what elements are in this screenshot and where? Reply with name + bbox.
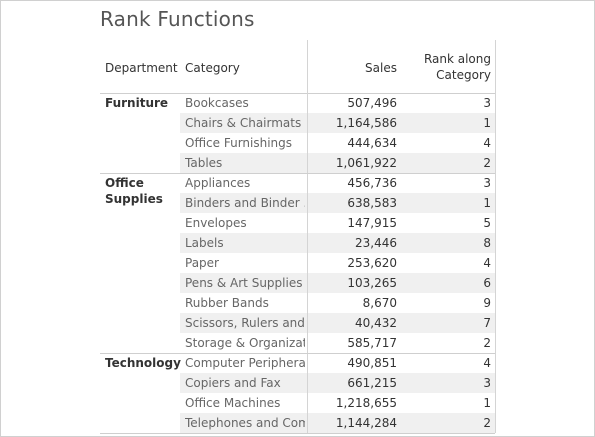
table-row[interactable]: Envelopes 147,915 5 (100, 213, 495, 233)
table-row[interactable]: Telephones and Com.. 1,144,284 2 (100, 413, 495, 433)
row-band (180, 373, 495, 393)
department-label-line: Technology (105, 356, 181, 370)
category-cell[interactable]: Pens & Art Supplies (185, 276, 303, 290)
sales-cell[interactable]: 103,265 (347, 276, 397, 290)
category-cell[interactable]: Envelopes (185, 216, 247, 230)
category-cell[interactable]: Storage & Organizat.. (185, 336, 305, 350)
row-band (180, 313, 495, 333)
department-label-line: Office (105, 176, 144, 190)
category-cell[interactable]: Tables (185, 156, 223, 170)
rank-cell[interactable]: 4 (483, 136, 491, 150)
sales-cell[interactable]: 1,218,655 (335, 396, 397, 410)
table-row[interactable]: Binders and Binder .. 638,583 1 (100, 193, 495, 213)
sales-cell[interactable]: 253,620 (347, 256, 397, 270)
rank-cell[interactable]: 1 (483, 116, 491, 130)
sales-cell[interactable]: 23,446 (355, 236, 397, 250)
rank-cell[interactable]: 1 (483, 196, 491, 210)
category-cell[interactable]: Appliances (185, 176, 251, 190)
sales-cell[interactable]: 1,061,922 (335, 156, 397, 170)
header-right-border (495, 40, 496, 93)
sales-cell[interactable]: 490,851 (347, 356, 397, 370)
table-row[interactable]: Chairs & Chairmats 1,164,586 1 (100, 113, 495, 133)
rank-cell[interactable]: 2 (483, 416, 491, 430)
sheet-title: Rank Functions (100, 7, 255, 31)
category-cell[interactable]: Chairs & Chairmats (185, 116, 302, 130)
header-category[interactable]: Category (185, 61, 240, 75)
sales-cell[interactable]: 1,144,284 (335, 416, 397, 430)
rank-cell[interactable]: 3 (483, 176, 491, 190)
table-row[interactable]: Office Furnishings 444,634 4 (100, 133, 495, 153)
category-cell[interactable]: Binders and Binder .. (185, 196, 305, 210)
rank-cell[interactable]: 5 (483, 216, 491, 230)
table-row[interactable]: Appliances 456,736 3 (100, 173, 495, 193)
rank-cell[interactable]: 3 (483, 376, 491, 390)
department-label-line: Supplies (105, 192, 163, 206)
category-cell[interactable]: Office Machines (185, 396, 281, 410)
table-row[interactable]: Rubber Bands 8,670 9 (100, 293, 495, 313)
header-department[interactable]: Department (105, 61, 178, 75)
table-row[interactable]: Bookcases 507,496 3 (100, 93, 495, 113)
table-row[interactable]: Computer Periphera.. 490,851 4 (100, 353, 495, 373)
sales-cell[interactable]: 8,670 (362, 296, 397, 310)
category-cell[interactable]: Paper (185, 256, 219, 270)
table-row[interactable]: Scissors, Rulers and .. 40,432 7 (100, 313, 495, 333)
table-row[interactable]: Tables 1,061,922 2 (100, 153, 495, 173)
category-cell[interactable]: Copiers and Fax (185, 376, 281, 390)
category-cell[interactable]: Scissors, Rulers and .. (185, 316, 305, 330)
department-label[interactable]: Office Supplies (105, 175, 163, 207)
department-divider (100, 433, 495, 434)
table-row[interactable]: Storage & Organizat.. 585,717 2 (100, 333, 495, 353)
department-label-line: Furniture (105, 96, 169, 110)
rank-cell[interactable]: 6 (483, 276, 491, 290)
category-cell[interactable]: Computer Periphera.. (185, 356, 305, 370)
header-top-left-border (307, 40, 308, 93)
department-divider (100, 173, 495, 174)
department-label[interactable]: Technology (105, 355, 181, 371)
rank-cell[interactable]: 1 (483, 396, 491, 410)
category-cell[interactable]: Bookcases (185, 96, 249, 110)
category-cell[interactable]: Rubber Bands (185, 296, 269, 310)
header-divider (100, 93, 495, 94)
sales-cell[interactable]: 444,634 (347, 136, 397, 150)
row-band (180, 273, 495, 293)
rank-cell[interactable]: 7 (483, 316, 491, 330)
rank-cell[interactable]: 2 (483, 336, 491, 350)
row-band (180, 413, 495, 433)
header-rank-line1[interactable]: Rank along (423, 52, 491, 66)
category-cell[interactable]: Labels (185, 236, 224, 250)
rank-cell[interactable]: 8 (483, 236, 491, 250)
category-cell[interactable]: Office Furnishings (185, 136, 293, 150)
sales-cell[interactable]: 507,496 (347, 96, 397, 110)
sales-cell[interactable]: 147,915 (347, 216, 397, 230)
department-label[interactable]: Furniture (105, 95, 168, 111)
table-row[interactable]: Office Machines 1,218,655 1 (100, 393, 495, 413)
row-band (180, 233, 495, 253)
table-row[interactable]: Paper 253,620 4 (100, 253, 495, 273)
sales-cell[interactable]: 40,432 (355, 316, 397, 330)
sales-column-border (307, 93, 308, 433)
rank-cell[interactable]: 3 (483, 96, 491, 110)
row-band (180, 113, 495, 133)
sales-cell[interactable]: 585,717 (347, 336, 397, 350)
rank-cell[interactable]: 4 (483, 256, 491, 270)
sales-cell[interactable]: 638,583 (347, 196, 397, 210)
sales-cell[interactable]: 456,736 (347, 176, 397, 190)
sales-cell[interactable]: 661,215 (347, 376, 397, 390)
row-band (180, 153, 495, 173)
sales-cell[interactable]: 1,164,586 (335, 116, 397, 130)
rank-cell[interactable]: 4 (483, 356, 491, 370)
row-band (180, 193, 495, 213)
table-row[interactable]: Pens & Art Supplies 103,265 6 (100, 273, 495, 293)
header-sales[interactable]: Sales (365, 61, 397, 75)
table-row[interactable]: Copiers and Fax 661,215 3 (100, 373, 495, 393)
rank-cell[interactable]: 2 (483, 156, 491, 170)
department-divider (100, 353, 495, 354)
rank-cell[interactable]: 9 (483, 296, 491, 310)
header-rank-line2[interactable]: Category (436, 68, 491, 82)
table-right-border (495, 93, 496, 433)
category-cell[interactable]: Telephones and Com.. (185, 416, 305, 430)
table-row[interactable]: Labels 23,446 8 (100, 233, 495, 253)
